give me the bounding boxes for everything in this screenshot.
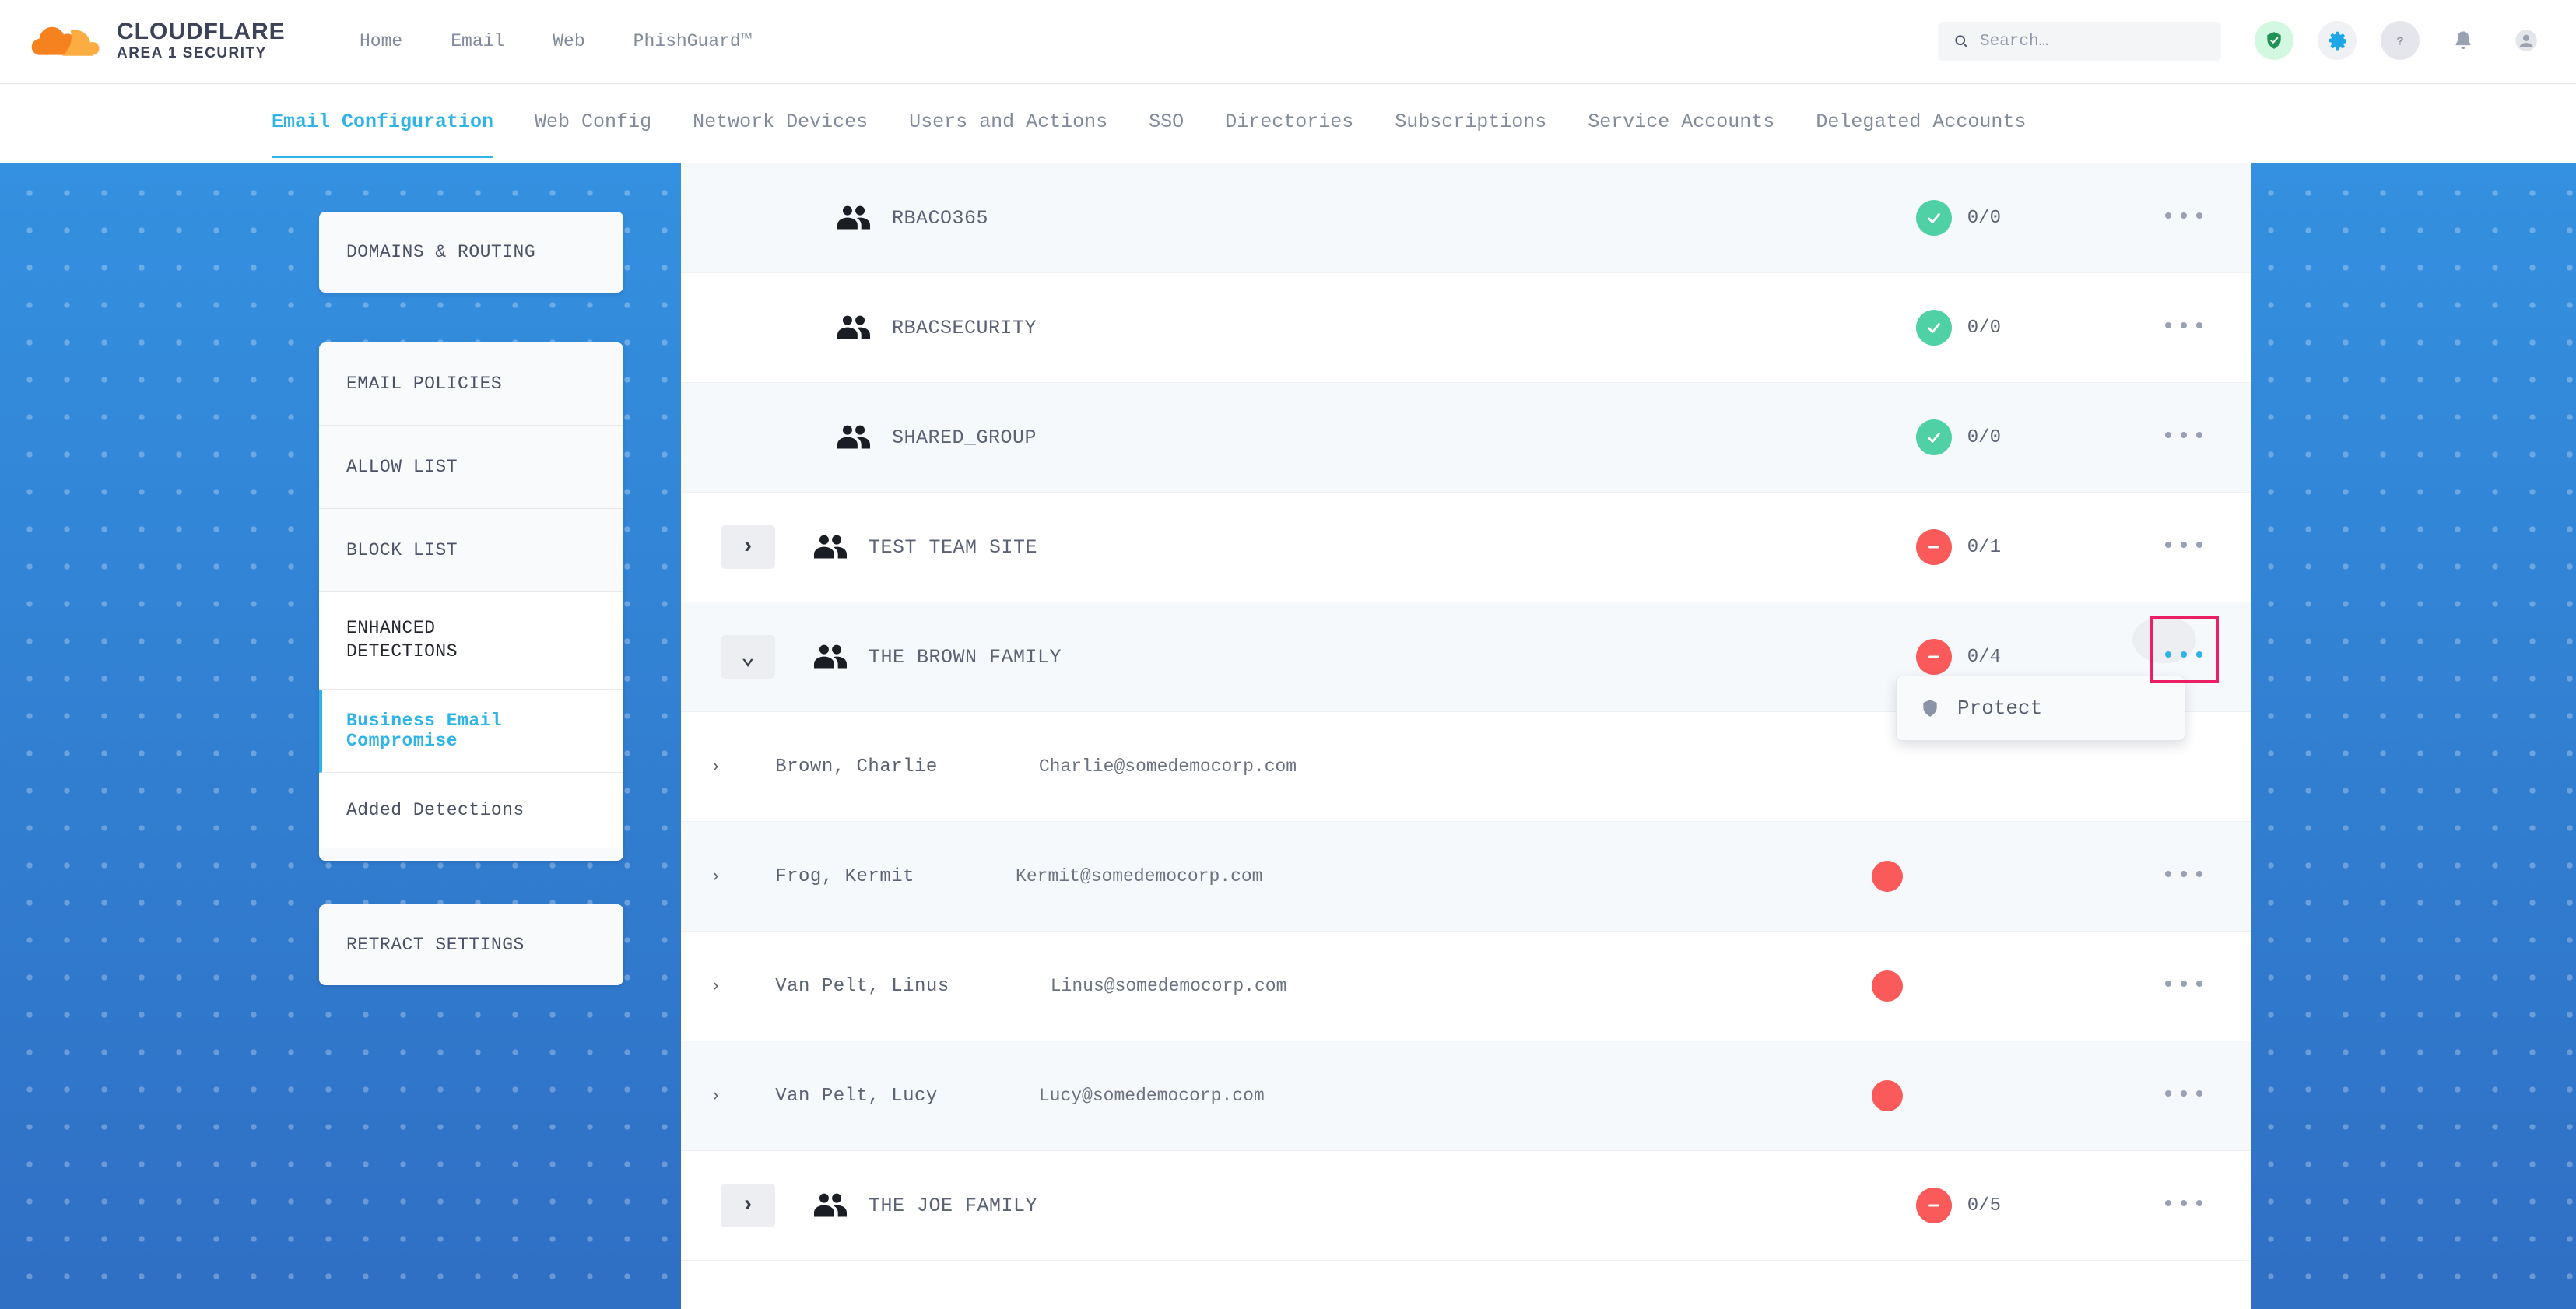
svg-text:?: ? — [2396, 34, 2403, 47]
